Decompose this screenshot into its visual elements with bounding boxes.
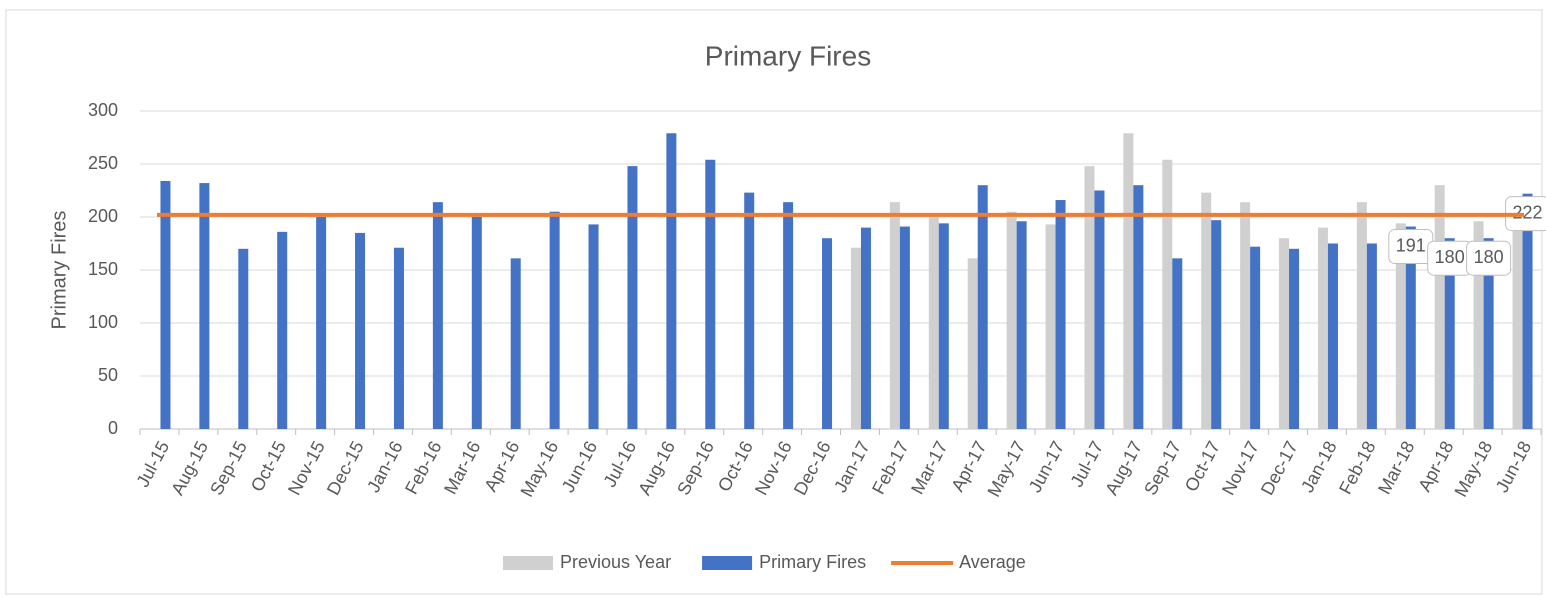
data-label-box — [1466, 240, 1512, 276]
legend-swatch — [702, 556, 753, 570]
bar — [1327, 243, 1338, 429]
bar — [1444, 238, 1455, 429]
bar — [938, 223, 949, 429]
bar — [277, 231, 288, 429]
y-tick-label: 100 — [88, 312, 118, 332]
bar — [1045, 224, 1056, 429]
y-tick-label: 50 — [98, 365, 118, 385]
bar — [1405, 226, 1416, 429]
bar — [1055, 200, 1066, 429]
bar — [588, 224, 599, 429]
bar — [1162, 159, 1173, 429]
bar — [1434, 185, 1445, 429]
y-tick-label: 300 — [88, 100, 118, 120]
bar — [860, 227, 871, 429]
legend-swatch — [503, 556, 553, 570]
bar — [928, 217, 939, 429]
bar — [822, 238, 833, 429]
bar — [666, 133, 677, 429]
bar — [627, 166, 638, 429]
bar — [1473, 221, 1484, 429]
bar — [1279, 238, 1290, 429]
legend-label: Average — [959, 552, 1026, 572]
bar — [1006, 211, 1017, 429]
bar — [199, 183, 210, 429]
bar — [783, 202, 794, 429]
bar — [889, 202, 900, 429]
data-label: 191 — [1396, 235, 1426, 255]
bar — [1084, 166, 1095, 429]
bar — [850, 247, 861, 429]
bar — [1317, 227, 1328, 429]
bar — [238, 248, 249, 429]
bar — [977, 185, 988, 429]
bar — [393, 247, 404, 429]
data-label: 222 — [1513, 202, 1543, 222]
bar — [1201, 192, 1212, 429]
bar — [1522, 193, 1533, 429]
bar — [160, 180, 171, 429]
y-tick-label: 150 — [88, 259, 118, 279]
chart-border — [5, 9, 1543, 595]
bar — [705, 159, 716, 429]
bar — [1512, 200, 1523, 429]
bar — [1172, 258, 1183, 429]
legend-label: Primary Fires — [759, 552, 866, 572]
bar — [549, 211, 560, 429]
bar — [510, 258, 521, 429]
bar — [1123, 133, 1134, 429]
bar — [1483, 238, 1494, 429]
bar — [1094, 190, 1105, 429]
data-label: 180 — [1474, 247, 1504, 267]
y-axis-label: Primary Fires — [48, 211, 70, 330]
bar — [432, 202, 443, 429]
y-tick-label: 250 — [88, 153, 118, 173]
bar — [355, 232, 366, 429]
bar — [1133, 185, 1144, 429]
bar — [1356, 202, 1367, 429]
data-label: 180 — [1435, 247, 1465, 267]
bar — [967, 258, 978, 429]
bar — [744, 192, 755, 429]
legend-label: Previous Year — [560, 552, 671, 572]
bar — [1289, 248, 1300, 429]
bar — [899, 226, 910, 429]
bar — [1016, 221, 1027, 429]
chart-title: Primary Fires — [705, 40, 871, 71]
bar — [316, 217, 327, 429]
bar — [1240, 202, 1251, 429]
bar — [1366, 243, 1377, 429]
y-tick-label: 200 — [88, 206, 118, 226]
bar — [471, 217, 482, 429]
y-tick-label: 0 — [108, 418, 118, 438]
bar — [1211, 220, 1222, 429]
bar — [1395, 223, 1406, 429]
bar — [1250, 246, 1261, 429]
